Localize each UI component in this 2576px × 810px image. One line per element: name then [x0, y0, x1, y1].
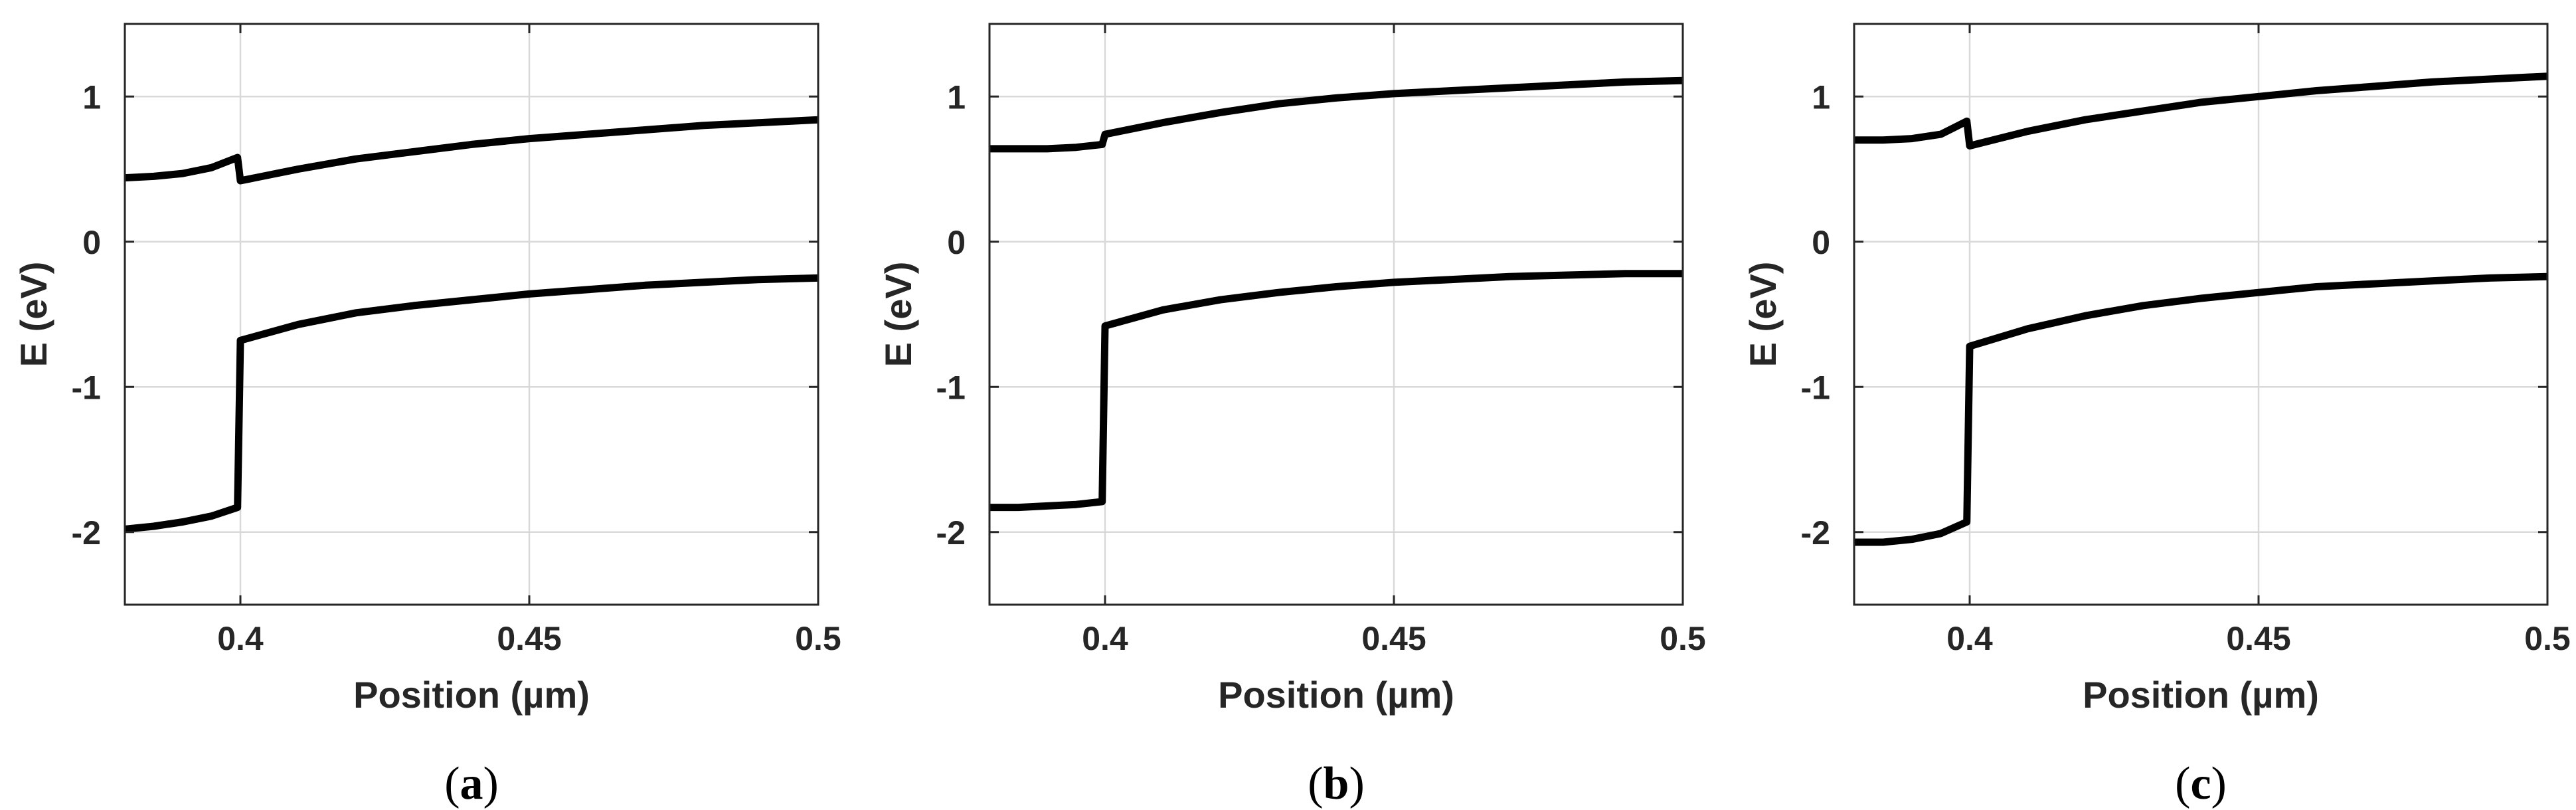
panel-label-paren: )	[2211, 758, 2227, 809]
panel-label-paren: (	[2175, 758, 2190, 809]
panel-label-paren: )	[483, 758, 499, 809]
y-tick-label: 0	[1812, 224, 1830, 261]
conduction-band-line	[124, 116, 819, 185]
y-tick-label: -2	[1801, 514, 1830, 552]
x-tick-label: 0.45	[2226, 620, 2290, 657]
x-axis-label: Position (µm)	[2083, 674, 2319, 716]
plot-area	[989, 24, 1683, 605]
axes-frame	[124, 23, 819, 606]
x-axis-label: Position (µm)	[353, 674, 590, 716]
y-axis-label: E (eV)	[877, 262, 919, 367]
x-tick-label: 0.45	[1361, 620, 1426, 657]
panel-label-paren: (	[1308, 758, 1323, 809]
x-tick-label: 0.4	[1946, 620, 1993, 657]
y-axis-label: E (eV)	[1742, 262, 1784, 367]
y-tick-label: 0	[947, 224, 966, 261]
conduction-band-line	[989, 76, 1683, 153]
panel-label: (a)	[444, 758, 499, 809]
y-tick-label: -1	[936, 369, 966, 406]
chart-panel-a: 0.4 0.45 0.5 -2 -1 0 1 Position (µm) E (eV) (a)	[13, 23, 841, 809]
x-tick-label: 0.5	[1660, 620, 1706, 657]
y-axis-label: E (eV)	[13, 262, 54, 367]
x-tick-label: 0.45	[497, 620, 561, 657]
valence-band-line	[1854, 272, 2548, 546]
x-tick-label: 0.4	[1082, 620, 1128, 657]
panel-label-paren: (	[444, 758, 460, 809]
y-tick-label: -1	[72, 369, 101, 406]
y-tick-label: -1	[1801, 369, 1830, 406]
panel-label-paren: )	[1349, 758, 1364, 809]
valence-band-line	[989, 270, 1683, 512]
plot-area	[125, 24, 818, 605]
panel-label-letter: a	[460, 758, 483, 809]
panel-label-letter: c	[2190, 758, 2211, 809]
axes-frame	[988, 23, 1684, 606]
chart-panel-c: 0.4 0.45 0.5 -2 -1 0 1 Position (µm) E (eV) (c)	[1742, 23, 2571, 809]
valence-band-line	[124, 274, 819, 533]
x-axis-label: Position (µm)	[1218, 674, 1454, 716]
y-tick-label: -2	[936, 514, 966, 552]
y-tick-label: -2	[72, 514, 101, 552]
y-tick-label: 1	[1812, 78, 1830, 116]
conduction-band-line	[1854, 72, 2548, 150]
y-tick-label: 0	[82, 224, 101, 261]
axes-frame	[1853, 23, 2549, 606]
y-tick-label: 1	[82, 78, 101, 116]
chart-panel-b: 0.4 0.45 0.5 -2 -1 0 1 Position (µm) E (eV) (b)	[877, 23, 1706, 809]
x-tick-label: 0.5	[2524, 620, 2571, 657]
plot-area	[1854, 24, 2547, 605]
y-tick-label: 1	[947, 78, 966, 116]
x-tick-label: 0.4	[217, 620, 264, 657]
panel-label-letter: b	[1324, 758, 1349, 809]
x-tick-label: 0.5	[795, 620, 841, 657]
panel-label: (c)	[2175, 758, 2227, 809]
panel-label: (b)	[1308, 758, 1365, 809]
